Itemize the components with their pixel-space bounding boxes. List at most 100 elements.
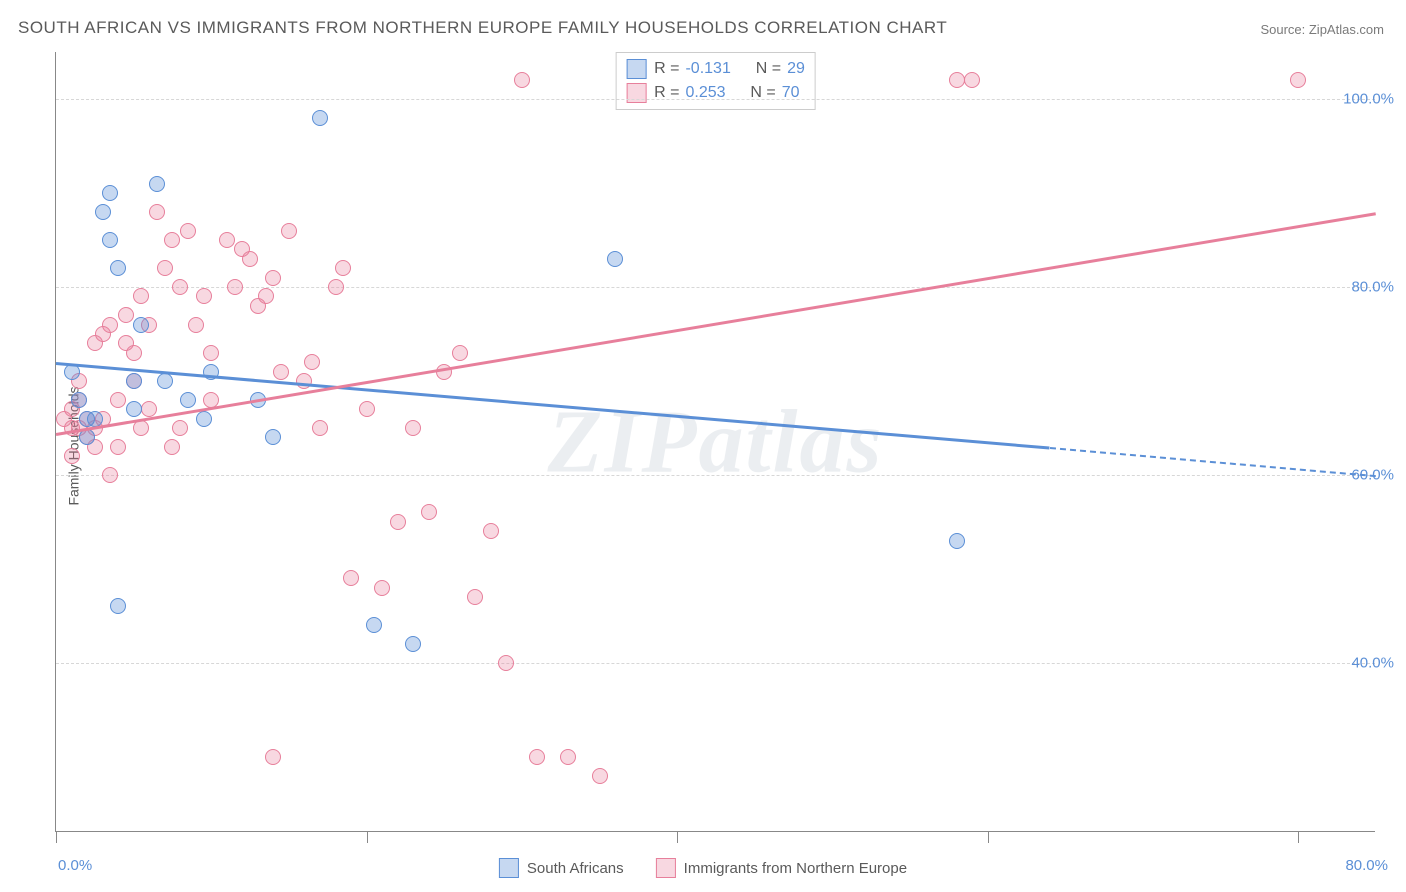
data-point (110, 392, 126, 408)
data-point (366, 617, 382, 633)
data-point (102, 185, 118, 201)
data-point (607, 251, 623, 267)
data-point (335, 260, 351, 276)
legend-swatch-blue-icon (499, 858, 519, 878)
data-point (296, 373, 312, 389)
chart-title: SOUTH AFRICAN VS IMMIGRANTS FROM NORTHER… (18, 18, 947, 38)
data-point (1290, 72, 1306, 88)
data-point (196, 411, 212, 427)
legend-row-pink: R = 0.253 N = 70 (626, 81, 805, 105)
data-point (126, 345, 142, 361)
data-point (126, 401, 142, 417)
legend-swatch-blue (626, 59, 646, 79)
trendline-extrapolated (1050, 447, 1376, 477)
data-point (133, 420, 149, 436)
y-tick-label: 100.0% (1343, 90, 1394, 107)
data-point (374, 580, 390, 596)
data-point (529, 749, 545, 765)
data-point (102, 467, 118, 483)
source-attribution: Source: ZipAtlas.com (1260, 22, 1384, 37)
data-point (258, 288, 274, 304)
data-point (203, 345, 219, 361)
data-point (560, 749, 576, 765)
data-point (118, 307, 134, 323)
data-point (149, 204, 165, 220)
data-point (312, 420, 328, 436)
data-point (180, 223, 196, 239)
data-point (180, 392, 196, 408)
watermark: ZIPatlas (547, 390, 883, 493)
data-point (64, 448, 80, 464)
data-point (281, 223, 297, 239)
data-point (436, 364, 452, 380)
data-point (164, 439, 180, 455)
data-point (265, 429, 281, 445)
data-point (421, 504, 437, 520)
data-point (102, 317, 118, 333)
data-point (188, 317, 204, 333)
data-point (964, 72, 980, 88)
data-point (219, 232, 235, 248)
n-label: N = (756, 60, 781, 78)
data-point (95, 204, 111, 220)
data-point (196, 288, 212, 304)
data-point (110, 598, 126, 614)
data-point (71, 392, 87, 408)
data-point (949, 533, 965, 549)
data-point (87, 411, 103, 427)
data-point (172, 420, 188, 436)
data-point (133, 317, 149, 333)
legend-item-pink: Immigrants from Northern Europe (656, 858, 907, 878)
data-point (265, 749, 281, 765)
data-point (149, 176, 165, 192)
x-tick (677, 831, 678, 843)
legend-swatch-pink-icon (656, 858, 676, 878)
source-label: Source: (1260, 22, 1308, 37)
y-tick-label: 60.0% (1351, 466, 1394, 483)
gridline (56, 475, 1375, 476)
x-tick (56, 831, 57, 843)
r-label: R = (654, 60, 679, 78)
data-point (265, 270, 281, 286)
x-tick-first: 0.0% (58, 857, 92, 874)
data-point (102, 232, 118, 248)
x-tick (367, 831, 368, 843)
data-point (359, 401, 375, 417)
data-point (304, 354, 320, 370)
data-point (452, 345, 468, 361)
data-point (157, 260, 173, 276)
data-point (133, 288, 149, 304)
data-point (164, 232, 180, 248)
data-point (483, 523, 499, 539)
data-point (110, 439, 126, 455)
data-point (405, 636, 421, 652)
data-point (405, 420, 421, 436)
data-point (79, 429, 95, 445)
data-point (242, 251, 258, 267)
chart-container: SOUTH AFRICAN VS IMMIGRANTS FROM NORTHER… (0, 0, 1406, 892)
data-point (390, 514, 406, 530)
series-legend: South Africans Immigrants from Northern … (487, 858, 919, 878)
plot-area: ZIPatlas R = -0.131 N = 29 R = 0.253 N =… (55, 52, 1375, 832)
data-point (126, 373, 142, 389)
source-link[interactable]: ZipAtlas.com (1309, 22, 1384, 37)
data-point (498, 655, 514, 671)
data-point (227, 279, 243, 295)
data-point (514, 72, 530, 88)
trendline (56, 212, 1376, 435)
data-point (949, 72, 965, 88)
x-tick-last: 80.0% (1345, 857, 1388, 874)
x-tick (1298, 831, 1299, 843)
y-tick-label: 40.0% (1351, 654, 1394, 671)
n-value-blue: 29 (787, 60, 805, 78)
legend-label-pink: Immigrants from Northern Europe (684, 860, 907, 877)
correlation-legend: R = -0.131 N = 29 R = 0.253 N = 70 (615, 52, 816, 110)
data-point (110, 260, 126, 276)
gridline (56, 99, 1375, 100)
data-point (343, 570, 359, 586)
gridline (56, 663, 1375, 664)
gridline (56, 287, 1375, 288)
data-point (328, 279, 344, 295)
x-tick (988, 831, 989, 843)
data-point (141, 401, 157, 417)
